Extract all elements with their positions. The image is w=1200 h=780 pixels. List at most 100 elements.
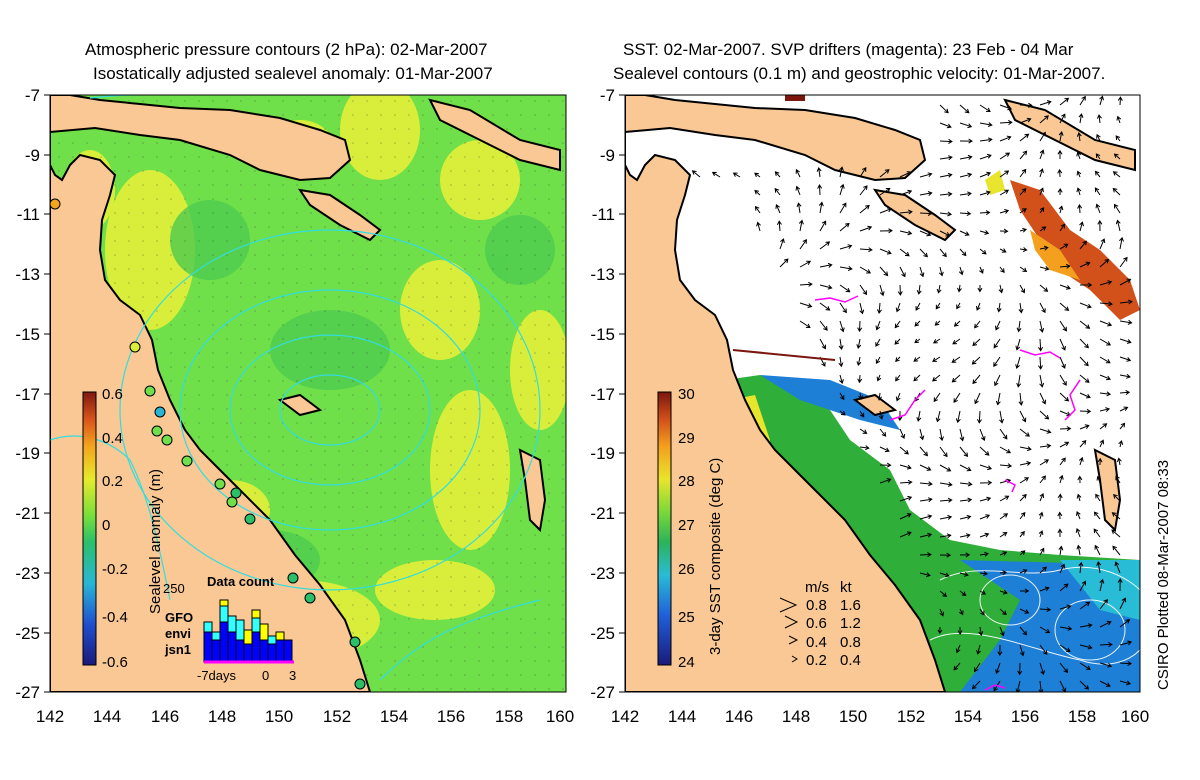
velocity-arrow	[1119, 338, 1132, 344]
velocity-arrow	[1039, 168, 1044, 178]
velocity-arrow	[856, 338, 862, 350]
velocity-arrow	[1119, 422, 1126, 430]
velocity-arrow	[999, 170, 1010, 178]
velocity-arrow	[1077, 203, 1083, 214]
inset-y-max: 250	[163, 581, 185, 596]
right-y-tick: -7	[600, 86, 615, 105]
velocity-arrow	[859, 284, 868, 296]
velocity-arrow	[979, 571, 988, 576]
drifter-track-red	[732, 349, 836, 361]
velocity-arrow	[998, 284, 1004, 294]
inset-x-label-end: 3	[289, 668, 296, 683]
velocity-arrow	[939, 172, 953, 178]
velocity-arrow	[879, 207, 893, 214]
velocity-arrow	[1111, 512, 1121, 520]
velocity-arrow	[839, 166, 844, 178]
velocity-arrow	[959, 533, 971, 539]
right-y-tick: -11	[592, 205, 615, 224]
velocity-arrow	[939, 211, 953, 217]
velocity-arrow	[957, 626, 963, 635]
velocity-arrow	[972, 374, 981, 385]
velocity-arrow	[932, 338, 941, 344]
velocity-arrow	[839, 374, 844, 385]
velocity-arrow	[1115, 135, 1121, 142]
velocity-arrow	[979, 137, 993, 143]
velocity-arrow	[1113, 153, 1121, 160]
velocity-arrow	[1039, 100, 1052, 106]
velocity-arrow	[1096, 475, 1102, 484]
velocity-arrow	[1059, 662, 1069, 674]
velocity-arrow	[999, 495, 1010, 502]
velocity-arrow	[1093, 511, 1101, 520]
velocity-arrow	[974, 662, 981, 673]
velocity-arrow	[1112, 171, 1121, 178]
left-x-tick: 148	[208, 707, 236, 726]
velocity-arrow	[999, 428, 1008, 440]
velocity-arrow	[936, 284, 942, 294]
velocity-arrow	[979, 190, 991, 196]
velocity-arrow	[1059, 243, 1069, 250]
left-map	[50, 95, 566, 692]
velocity-arrow	[939, 104, 949, 114]
velocity-arrow	[839, 202, 847, 214]
velocity-arrow	[1019, 410, 1027, 423]
velocity-arrow	[1076, 493, 1082, 502]
velocity-arrow	[1039, 320, 1045, 333]
velocity-arrow	[1080, 282, 1093, 288]
velocity-arrow	[979, 514, 991, 520]
velocity-arrow	[939, 552, 952, 558]
velocity-arrow	[1057, 187, 1063, 196]
velocity-arrow	[1018, 392, 1024, 406]
velocity-arrow	[1057, 149, 1063, 159]
velocity-arrow	[979, 551, 989, 557]
velocity-arrow	[799, 320, 811, 329]
velocity-arrow	[899, 189, 913, 196]
velocity-arrow	[1116, 115, 1122, 124]
velocity-arrow	[1099, 662, 1113, 668]
left-y-tick: -27	[15, 683, 40, 702]
velocity-arrow	[1057, 511, 1063, 520]
velocity-arrow	[1039, 644, 1048, 655]
velocity-arrow	[1059, 374, 1067, 386]
velocity-arrow	[974, 392, 981, 405]
left-y-tick: -7	[25, 86, 40, 105]
left-y-tick: -21	[15, 504, 40, 523]
velocity-arrow	[951, 356, 961, 363]
velocity-arrow	[974, 320, 981, 329]
velocity-arrow	[1079, 261, 1091, 268]
velocity-arrow	[839, 392, 845, 401]
velocity-arrow	[1057, 493, 1063, 502]
velocity-arrow	[879, 462, 892, 468]
velocity-arrow	[859, 247, 873, 253]
velocity-arrow	[1099, 95, 1104, 106]
velocity-arrow	[875, 356, 881, 365]
velocity-arrow	[1099, 280, 1113, 286]
inset-legend-gfo: GFO	[165, 610, 193, 625]
velocity-arrow	[979, 464, 993, 471]
velocity-arrow	[1019, 208, 1027, 214]
velocity-arrow	[934, 320, 941, 326]
velocity-arrow	[999, 135, 1012, 142]
velocity-arrow	[1099, 620, 1112, 628]
velocity-arrow	[895, 302, 901, 313]
velocity-arrow	[1059, 625, 1073, 631]
velocity-arrow	[899, 428, 906, 439]
velocity-arrow	[879, 478, 892, 484]
left-x-tick: 144	[93, 707, 121, 726]
velocity-arrow	[1078, 113, 1084, 124]
velocity-arrow	[1038, 680, 1044, 692]
velocity-arrow	[959, 138, 973, 144]
right-y-tick: -23	[590, 564, 615, 583]
velocity-arrow	[1059, 563, 1065, 574]
velocity-arrow	[1095, 493, 1101, 502]
velocity-arrow	[939, 481, 953, 487]
right-x-axis-labels: 142 144 146 148 150 152 154 156 158 160	[611, 707, 1149, 726]
velocity-arrow	[1059, 302, 1070, 312]
velocity-arrow	[919, 428, 925, 441]
velocity-arrow	[879, 266, 889, 277]
velocity-arrow	[919, 248, 928, 258]
right-y-tick: -17	[590, 385, 615, 404]
right-y-tick: -27	[590, 683, 615, 702]
velocity-legend-kt: 0.4	[840, 652, 861, 669]
